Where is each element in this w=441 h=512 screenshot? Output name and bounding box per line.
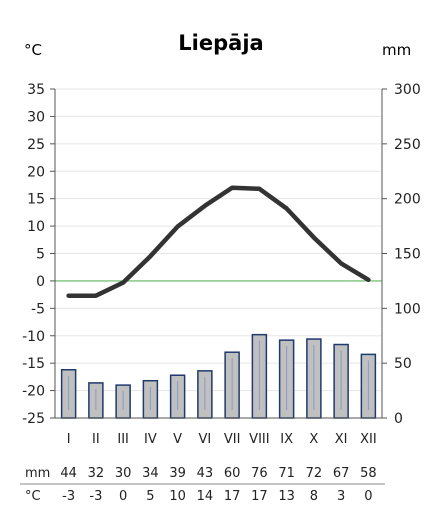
right-tick-label: 50 <box>394 356 412 372</box>
table-mm-value: 67 <box>333 466 350 481</box>
left-tick-label: 35 <box>27 82 45 98</box>
table-mm-value: 72 <box>306 466 323 481</box>
left-axis-unit: °C <box>24 41 42 59</box>
chart-title: Liepāja <box>178 31 263 55</box>
left-tick-label: 20 <box>27 164 45 180</box>
table-mm-value: 58 <box>360 466 377 481</box>
month-label: XI <box>335 432 348 447</box>
axes <box>50 88 387 419</box>
temperature-line-group <box>66 185 371 298</box>
right-tick-label: 150 <box>394 247 421 263</box>
right-tick-label: 200 <box>394 192 421 208</box>
month-label: VII <box>224 432 241 447</box>
temperature-line <box>66 185 371 298</box>
left-tick-label: -25 <box>22 411 45 427</box>
table-mm-value: 43 <box>197 466 214 481</box>
left-tick-label: 30 <box>27 109 45 125</box>
table-mm-value: 60 <box>224 466 241 481</box>
right-tick-label: 250 <box>394 137 421 153</box>
left-tick-label: 0 <box>36 274 45 290</box>
month-label: IV <box>144 432 157 447</box>
left-tick-label: 10 <box>27 219 45 235</box>
table-c-value: 13 <box>278 489 295 504</box>
month-label: XII <box>360 432 377 447</box>
month-label: III <box>117 432 129 447</box>
table-mm-value: 30 <box>115 466 132 481</box>
table-c-value: 0 <box>119 489 127 504</box>
precipitation-bars <box>60 333 377 419</box>
grid-lines <box>55 88 382 419</box>
table-mm-value: 34 <box>142 466 159 481</box>
table-mm-value: 39 <box>169 466 186 481</box>
left-tick-label: 15 <box>27 192 45 208</box>
right-tick-label: 300 <box>394 82 421 98</box>
month-label: V <box>173 432 182 447</box>
table-c-value: 14 <box>197 489 214 504</box>
month-label: IX <box>280 432 293 447</box>
table-c-value: 5 <box>146 489 154 504</box>
table-c-value: 10 <box>169 489 186 504</box>
table-c-value: 0 <box>364 489 372 504</box>
table-mm-value: 32 <box>88 466 105 481</box>
table-c-value: -3 <box>89 489 102 504</box>
left-tick-label: -15 <box>22 356 45 372</box>
month-label: II <box>92 432 100 447</box>
table-mm-value: 76 <box>251 466 268 481</box>
table-mm-value: 71 <box>278 466 295 481</box>
data-table: mm °C 44 32 30 34 39 43 60 76 71 72 67 58-3 -3 0 5 10 14… <box>20 466 385 504</box>
table-c-value: 3 <box>337 489 345 504</box>
table-c-value: 17 <box>224 489 241 504</box>
tick-labels: -25 -20 -15 -10 -5 0 5 10 15 20 25 30 35 0 50 100 150 200… <box>22 82 421 447</box>
left-tick-label: -5 <box>31 301 45 317</box>
table-mm-label: mm <box>25 466 50 481</box>
right-tick-label: 0 <box>394 411 403 427</box>
month-label: VI <box>199 432 212 447</box>
month-label: X <box>309 432 318 447</box>
table-c-value: -3 <box>62 489 75 504</box>
table-c-value: 8 <box>310 489 318 504</box>
table-c-label: °C <box>25 489 41 504</box>
table-c-value: 17 <box>251 489 268 504</box>
month-label: I <box>67 432 71 447</box>
right-axis-unit: mm <box>382 41 411 59</box>
left-tick-label: 25 <box>27 137 45 153</box>
table-mm-value: 44 <box>60 466 77 481</box>
left-tick-label: 5 <box>36 247 45 263</box>
right-tick-label: 100 <box>394 301 421 317</box>
left-tick-label: -10 <box>22 329 45 345</box>
month-label: VIII <box>249 432 269 447</box>
left-tick-label: -20 <box>22 384 45 400</box>
